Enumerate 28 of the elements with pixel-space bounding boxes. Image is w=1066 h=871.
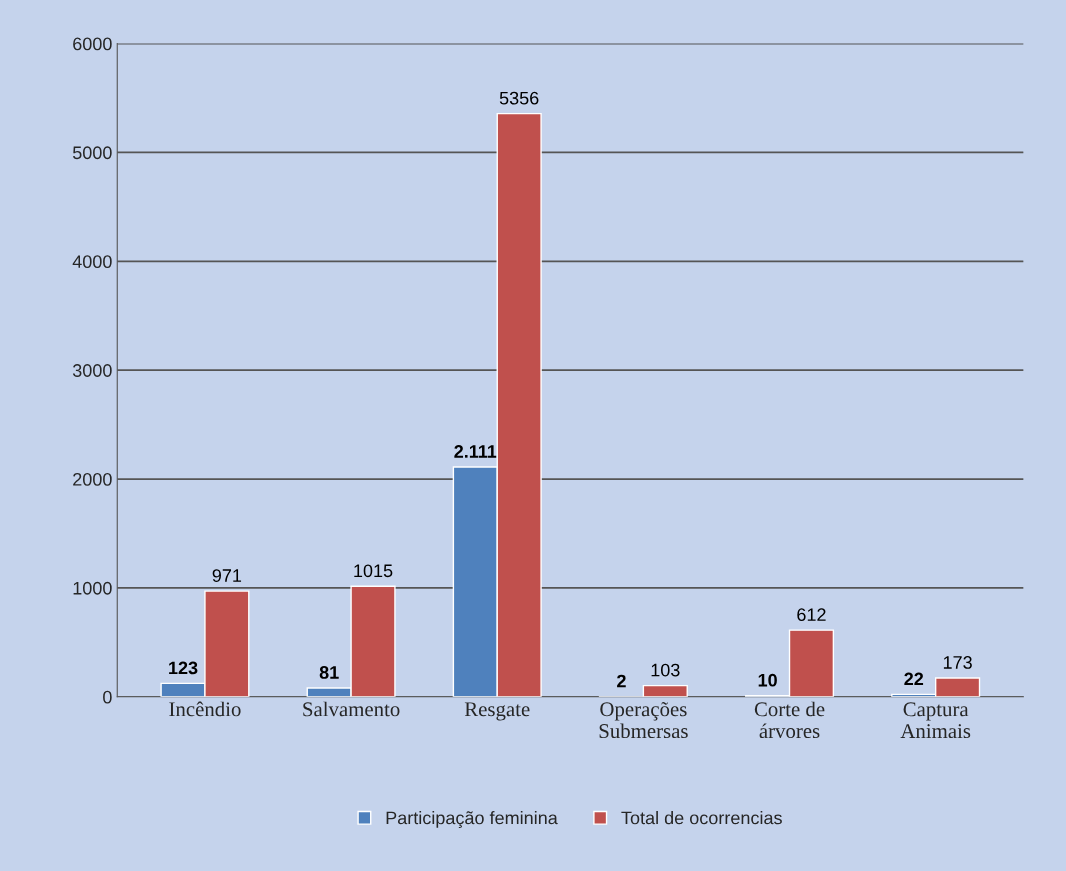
legend-label: Participação feminina	[386, 811, 558, 828]
y-tick-label: 2000	[73, 472, 112, 486]
data-label: 2	[617, 674, 626, 688]
data-label: 2.111	[454, 445, 497, 458]
y-tick-label: 0	[103, 690, 112, 704]
y-tick-label: 6000	[73, 37, 112, 51]
x-tick-label: Salvamento	[303, 701, 400, 717]
x-tick-label: Incêndio	[169, 701, 241, 717]
data-label: 971	[212, 569, 242, 582]
y-tick-label: 1000	[73, 581, 112, 595]
data-label: 5356	[499, 91, 539, 105]
data-label: 612	[797, 608, 826, 622]
y-tick-label: 4000	[72, 255, 112, 269]
x-tick-label: Corte de árvores	[754, 701, 825, 739]
data-label: 173	[943, 656, 972, 669]
data-label: 22	[904, 672, 924, 686]
data-label: 123	[169, 661, 198, 675]
legend-label: Total de ocorrencias	[621, 811, 782, 825]
y-tick-label: 3000	[72, 364, 112, 377]
data-label: 81	[319, 666, 339, 679]
bar	[642, 684, 688, 697]
data-label: 1015	[354, 564, 393, 578]
data-label: 10	[758, 673, 777, 687]
data-label: 103	[651, 663, 680, 677]
x-tick-label: Resgate	[464, 702, 530, 721]
x-tick-label: Operações Submersas	[599, 702, 688, 739]
y-tick-label: 5000	[72, 146, 112, 160]
x-tick-label: Captura Animais	[900, 702, 971, 739]
